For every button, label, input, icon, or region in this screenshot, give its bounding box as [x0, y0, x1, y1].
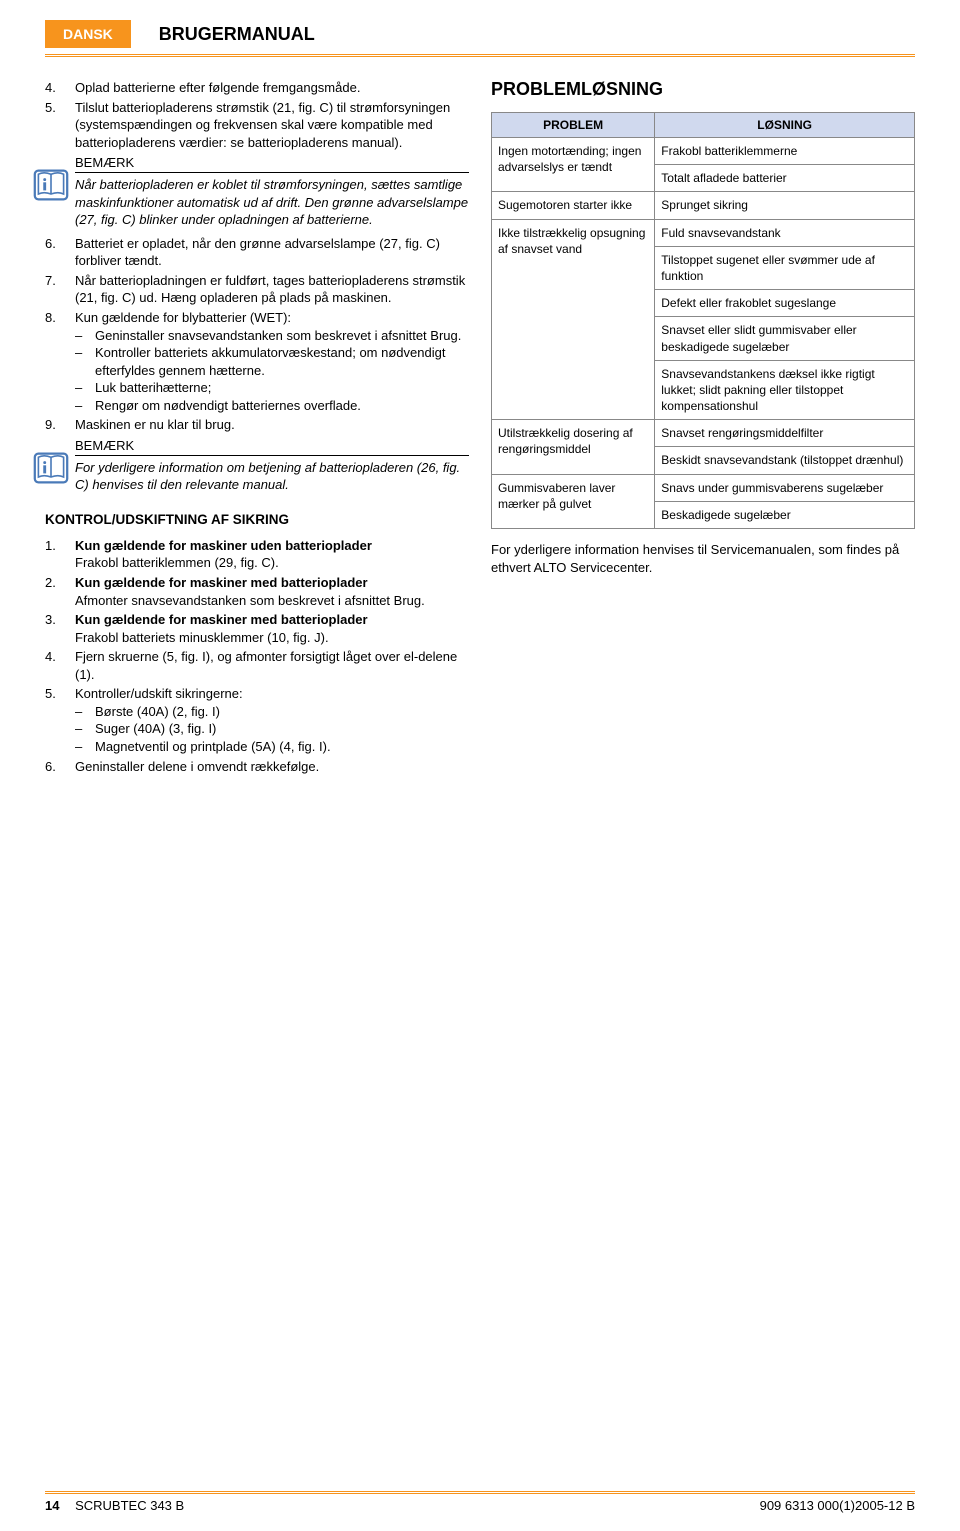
- item-text: Kontroller/udskift sikringerne:: [75, 686, 243, 701]
- page-header: DANSK BRUGERMANUAL: [45, 20, 915, 48]
- item-number: 5.: [45, 99, 75, 152]
- note-label: BEMÆRK: [75, 155, 469, 173]
- table-header: PROBLEM: [492, 113, 655, 138]
- item-text: Geninstaller delene i omvendt rækkefølge…: [75, 758, 469, 776]
- item-bold: Kun gældende for maskiner uden batteriop…: [75, 538, 372, 553]
- page-footer: 14 SCRUBTEC 343 B 909 6313 000(1)2005-12…: [45, 1491, 915, 1513]
- list-item: 6. Geninstaller delene i omvendt rækkefø…: [45, 758, 469, 776]
- item-number: 7.: [45, 272, 75, 307]
- item-text: Afmonter snavsevandstanken som beskrevet…: [75, 593, 425, 608]
- sub-item: Magnetventil og printplade (5A) (4, fig.…: [75, 738, 469, 756]
- list-item: 1. Kun gældende for maskiner uden batter…: [45, 537, 469, 572]
- item-text: Når batteriopladningen er fuldført, tage…: [75, 272, 469, 307]
- sub-item: Rengør om nødvendigt batteriernes overfl…: [75, 397, 469, 415]
- note-text: For yderligere information om betjening …: [75, 459, 469, 494]
- item-number: 6.: [45, 758, 75, 776]
- instruction-list-3: 1. Kun gældende for maskiner uden batter…: [45, 537, 469, 775]
- sub-item: Kontroller batteriets akkumulatorvæskest…: [75, 344, 469, 379]
- sub-item: Suger (40A) (3, fig. I): [75, 720, 469, 738]
- item-text: Frakobl batteriklemmen (29, fig. C).: [75, 555, 279, 570]
- table-row: Utilstrækkelig dosering af rengøringsmid…: [492, 420, 915, 447]
- item-number: 4.: [45, 79, 75, 97]
- sub-item: Geninstaller snavsevandstanken som beskr…: [75, 327, 469, 345]
- solution-cell: Tilstoppet sugenet eller svømmer ude af …: [655, 246, 915, 289]
- solution-cell: Totalt afladede batterier: [655, 165, 915, 192]
- table-row: Ikke tilstrækkelig opsugning af snavset …: [492, 219, 915, 246]
- solution-cell: Frakobl batteriklemmerne: [655, 138, 915, 165]
- item-text: Oplad batterierne efter følgende fremgan…: [75, 79, 469, 97]
- book-info-icon: [33, 450, 69, 486]
- item-number: 6.: [45, 235, 75, 270]
- problem-cell: Utilstrækkelig dosering af rengøringsmid…: [492, 420, 655, 474]
- item-number: 4.: [45, 648, 75, 683]
- item-number: 8.: [45, 309, 75, 414]
- table-row: Sugemotoren starter ikke Sprunget sikrin…: [492, 192, 915, 219]
- left-column: 4. Oplad batterierne efter følgende frem…: [45, 79, 469, 777]
- after-table-text: For yderligere information henvises til …: [491, 541, 915, 576]
- solution-cell: Sprunget sikring: [655, 192, 915, 219]
- item-number: 3.: [45, 611, 75, 646]
- model-name: SCRUBTEC 343 B: [75, 1498, 184, 1513]
- note-box: BEMÆRK Når batteriopladeren er koblet ti…: [75, 155, 469, 229]
- solution-cell: Snavsevandstankens dæksel ikke rigtigt l…: [655, 360, 915, 420]
- item-number: 5.: [45, 685, 75, 755]
- item-text: Batteriet er opladet, når den grønne adv…: [75, 235, 469, 270]
- item-text: Maskinen er nu klar til brug.: [75, 416, 469, 434]
- item-text: Tilslut batteriopladerens strømstik (21,…: [75, 99, 469, 152]
- sub-item: Børste (40A) (2, fig. I): [75, 703, 469, 721]
- list-item: 4. Oplad batterierne efter følgende frem…: [45, 79, 469, 97]
- page-number: 14: [45, 1498, 59, 1513]
- item-text: Fjern skruerne (5, fig. I), og afmonter …: [75, 648, 469, 683]
- item-bold: Kun gældende for maskiner med batteriopl…: [75, 612, 368, 627]
- doc-id: 909 6313 000(1)2005-12 B: [760, 1498, 915, 1513]
- list-item: 3. Kun gældende for maskiner med batteri…: [45, 611, 469, 646]
- solution-cell: Snavset eller slidt gummisvaber eller be…: [655, 317, 915, 360]
- solution-cell: Snavset rengøringsmiddelfilter: [655, 420, 915, 447]
- instruction-list-2: 6. Batteriet er opladet, når den grønne …: [45, 235, 469, 434]
- page-title: BRUGERMANUAL: [159, 20, 315, 45]
- solution-cell: Beskidt snavsevandstank (tilstoppet dræn…: [655, 447, 915, 474]
- note-box: BEMÆRK For yderligere information om bet…: [75, 438, 469, 494]
- table-header: LØSNING: [655, 113, 915, 138]
- item-number: 9.: [45, 416, 75, 434]
- problem-cell: Ikke tilstrækkelig opsugning af snavset …: [492, 219, 655, 420]
- language-badge: DANSK: [45, 20, 131, 48]
- book-info-icon: [33, 167, 69, 203]
- item-text: Kun gældende for blybatterier (WET):: [75, 310, 291, 325]
- note-text: Når batteriopladeren er koblet til strøm…: [75, 176, 469, 229]
- table-row: Ingen motortænding; ingen advarselslys e…: [492, 138, 915, 165]
- problem-cell: Sugemotoren starter ikke: [492, 192, 655, 219]
- header-rule: [45, 54, 915, 57]
- problem-cell: Gummisvaberen laver mærker på gulvet: [492, 474, 655, 528]
- solution-cell: Beskadigede sugelæber: [655, 501, 915, 528]
- list-item: 5. Tilslut batteriopladerens strømstik (…: [45, 99, 469, 152]
- list-item: 2. Kun gældende for maskiner med batteri…: [45, 574, 469, 609]
- list-item: 5. Kontroller/udskift sikringerne: Børst…: [45, 685, 469, 755]
- list-item: 7. Når batteriopladningen er fuldført, t…: [45, 272, 469, 307]
- sub-list: Børste (40A) (2, fig. I) Suger (40A) (3,…: [75, 703, 469, 756]
- item-number: 2.: [45, 574, 75, 609]
- right-column: PROBLEMLØSNING PROBLEM LØSNING Ingen mot…: [491, 79, 915, 576]
- troubleshooting-table: PROBLEM LØSNING Ingen motortænding; inge…: [491, 112, 915, 529]
- note-label: BEMÆRK: [75, 438, 469, 456]
- sub-list: Geninstaller snavsevandstanken som beskr…: [75, 327, 469, 415]
- section-title: PROBLEMLØSNING: [491, 79, 915, 100]
- item-bold: Kun gældende for maskiner med batteriopl…: [75, 575, 368, 590]
- list-item: 8. Kun gældende for blybatterier (WET): …: [45, 309, 469, 414]
- sub-item: Luk batterihætterne;: [75, 379, 469, 397]
- solution-cell: Fuld snavsevandstank: [655, 219, 915, 246]
- problem-cell: Ingen motortænding; ingen advarselslys e…: [492, 138, 655, 192]
- solution-cell: Snavs under gummisvaberens sugelæber: [655, 474, 915, 501]
- list-item: 9. Maskinen er nu klar til brug.: [45, 416, 469, 434]
- solution-cell: Defekt eller frakoblet sugeslange: [655, 290, 915, 317]
- list-item: 6. Batteriet er opladet, når den grønne …: [45, 235, 469, 270]
- instruction-list-1: 4. Oplad batterierne efter følgende frem…: [45, 79, 469, 151]
- subsection-title: KONTROL/UDSKIFTNING AF SIKRING: [45, 512, 469, 527]
- item-number: 1.: [45, 537, 75, 572]
- item-text: Frakobl batteriets minusklemmer (10, fig…: [75, 630, 329, 645]
- list-item: 4. Fjern skruerne (5, fig. I), og afmont…: [45, 648, 469, 683]
- table-row: Gummisvaberen laver mærker på gulvet Sna…: [492, 474, 915, 501]
